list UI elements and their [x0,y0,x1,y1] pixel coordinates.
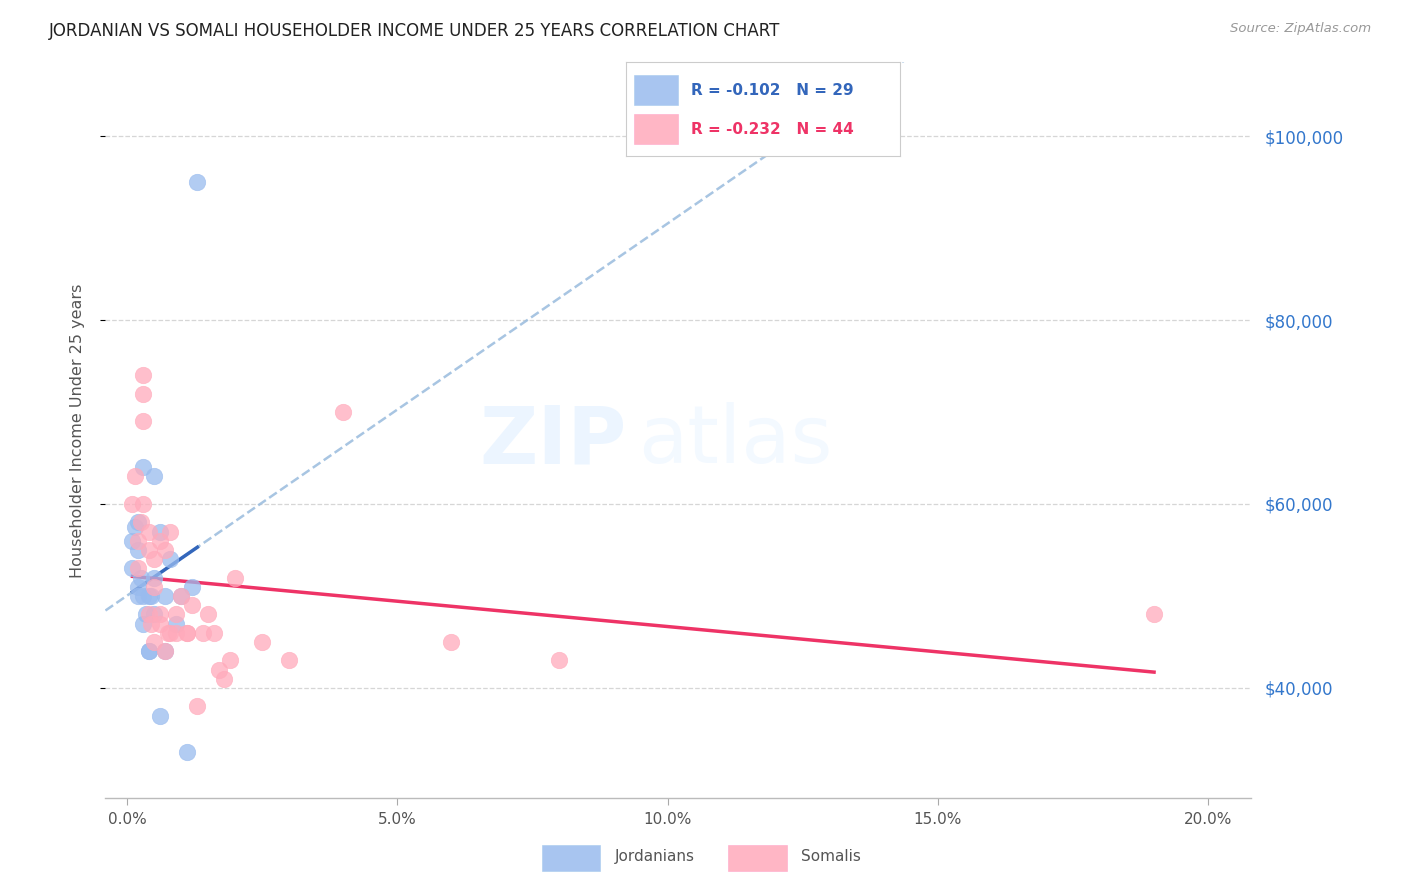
Point [132,414,155,428]
Point [186,699,208,714]
Point [129,516,152,530]
Point [176,745,198,759]
Y-axis label: Householder Income Under 25 years: Householder Income Under 25 years [70,283,84,578]
Point [143,571,166,585]
Point [153,644,176,658]
Point [138,644,160,658]
Text: Somalis: Somalis [801,849,862,864]
Text: R = -0.232   N = 44: R = -0.232 N = 44 [692,122,855,137]
Text: ZIP: ZIP [479,402,627,481]
Point [278,653,301,667]
Point [129,571,152,585]
Bar [634,114,678,144]
Point [191,625,214,640]
Point [186,175,208,189]
Point [138,644,160,658]
Text: R = -0.102   N = 29: R = -0.102 N = 29 [692,83,853,98]
Text: JORDANIAN VS SOMALI HOUSEHOLDER INCOME UNDER 25 YEARS CORRELATION CHART: JORDANIAN VS SOMALI HOUSEHOLDER INCOME U… [49,22,780,40]
Point [214,672,236,686]
Bar [541,845,600,871]
Point [135,607,157,622]
Point [138,524,160,539]
Bar [634,75,678,104]
Point [165,616,187,631]
Point [127,580,149,594]
Point [440,635,463,649]
Point [1143,607,1166,622]
Point [143,607,166,622]
Point [224,571,246,585]
Point [148,524,170,539]
Point [138,607,160,622]
Point [127,543,149,558]
Point [121,533,143,548]
Point [141,589,163,603]
Point [121,497,143,511]
Point [143,635,166,649]
Point [148,708,170,723]
Point [181,598,204,612]
Point [156,625,179,640]
Point [159,625,181,640]
Point [132,616,155,631]
Point [153,644,176,658]
Point [148,533,170,548]
Point [218,653,240,667]
Point [197,607,219,622]
Point [170,589,193,603]
Point [132,497,155,511]
Point [176,625,198,640]
Point [127,589,149,603]
Point [132,589,155,603]
Point [208,663,231,677]
Point [153,543,176,558]
Point [250,635,273,649]
Point [332,405,354,419]
Point [124,469,146,483]
Point [202,625,225,640]
Point [141,616,163,631]
Point [121,561,143,575]
Point [170,589,193,603]
Point [176,625,198,640]
Point [153,589,176,603]
Text: Source: ZipAtlas.com: Source: ZipAtlas.com [1230,22,1371,36]
Point [132,368,155,383]
Point [127,561,149,575]
Text: atlas: atlas [638,402,832,481]
Point [143,552,166,566]
Point [127,516,149,530]
Point [181,580,204,594]
Point [138,589,160,603]
Point [148,607,170,622]
Point [127,533,149,548]
Point [165,625,187,640]
Point [165,607,187,622]
Point [132,386,155,401]
Point [143,469,166,483]
Point [159,524,181,539]
Point [548,653,571,667]
Point [148,616,170,631]
Point [132,460,155,475]
Point [138,543,160,558]
Point [143,580,166,594]
Bar [728,845,787,871]
Text: Jordanians: Jordanians [614,849,695,864]
Point [124,520,146,534]
Point [159,552,181,566]
